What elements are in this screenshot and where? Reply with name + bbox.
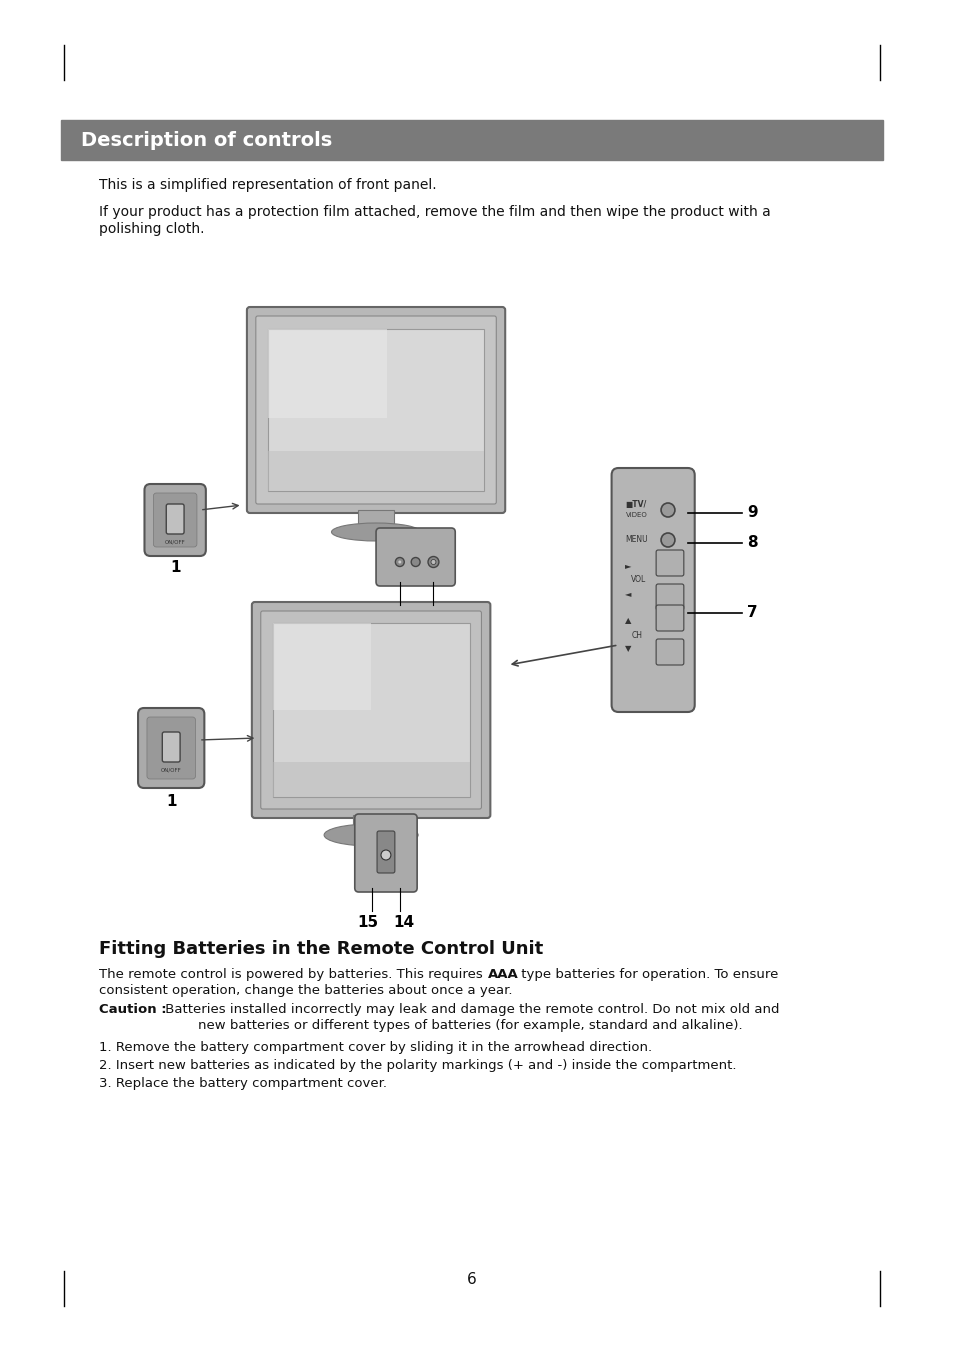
- FancyBboxPatch shape: [166, 504, 184, 534]
- Text: 9: 9: [746, 505, 757, 520]
- FancyBboxPatch shape: [252, 603, 490, 817]
- Ellipse shape: [332, 523, 420, 540]
- Text: Batteries installed incorrectly may leak and damage the remote control. Do not m: Batteries installed incorrectly may leak…: [161, 1002, 779, 1016]
- Text: ON/OFF: ON/OFF: [161, 767, 181, 773]
- Bar: [268, 330, 484, 490]
- FancyBboxPatch shape: [656, 639, 683, 665]
- Bar: [358, 509, 394, 532]
- Bar: [273, 623, 469, 797]
- Ellipse shape: [380, 850, 391, 861]
- Text: 1. Remove the battery compartment cover by sliding it in the arrowhead direction: 1. Remove the battery compartment cover …: [99, 1042, 652, 1054]
- Ellipse shape: [428, 557, 438, 567]
- FancyBboxPatch shape: [375, 528, 455, 586]
- Text: 1: 1: [166, 794, 176, 809]
- Text: ►: ►: [625, 562, 631, 570]
- FancyBboxPatch shape: [656, 584, 683, 611]
- Bar: [61, 120, 882, 159]
- Text: The remote control is powered by batteries. This requires: The remote control is powered by batteri…: [99, 969, 486, 981]
- FancyBboxPatch shape: [656, 605, 683, 631]
- Text: consistent operation, change the batteries about once a year.: consistent operation, change the batteri…: [99, 984, 512, 997]
- Text: Fitting Batteries in the Remote Control Unit: Fitting Batteries in the Remote Control …: [99, 940, 542, 958]
- FancyBboxPatch shape: [255, 316, 496, 504]
- Text: ▲: ▲: [625, 616, 631, 626]
- Text: 8: 8: [746, 535, 757, 550]
- Text: AAA: AAA: [487, 969, 518, 981]
- Text: Caution :: Caution :: [99, 1002, 167, 1016]
- FancyBboxPatch shape: [144, 484, 206, 557]
- FancyBboxPatch shape: [376, 831, 395, 873]
- FancyBboxPatch shape: [656, 550, 683, 576]
- FancyBboxPatch shape: [355, 815, 416, 892]
- Text: 6: 6: [467, 1271, 476, 1286]
- Text: polishing cloth.: polishing cloth.: [99, 222, 204, 236]
- Text: 15: 15: [422, 612, 443, 627]
- Ellipse shape: [411, 558, 419, 566]
- Text: This is a simplified representation of front panel.: This is a simplified representation of f…: [99, 178, 436, 192]
- Text: 15: 15: [357, 915, 378, 929]
- Text: ON/OFF: ON/OFF: [165, 540, 185, 544]
- Text: Description of controls: Description of controls: [81, 131, 332, 150]
- Text: MENU: MENU: [625, 535, 647, 544]
- Text: If your product has a protection film attached, remove the film and then wipe th: If your product has a protection film at…: [99, 205, 770, 219]
- Ellipse shape: [660, 503, 674, 517]
- Bar: [268, 450, 484, 490]
- Ellipse shape: [431, 559, 436, 565]
- FancyBboxPatch shape: [147, 717, 195, 780]
- FancyBboxPatch shape: [162, 732, 180, 762]
- Text: new batteries or different types of batteries (for example, standard and alkalin: new batteries or different types of batt…: [197, 1019, 741, 1032]
- Text: ■TV/: ■TV/: [625, 500, 646, 509]
- Bar: [273, 623, 371, 711]
- Text: 1: 1: [170, 561, 180, 576]
- Text: VIDEO: VIDEO: [625, 512, 646, 517]
- Bar: [273, 762, 469, 797]
- FancyBboxPatch shape: [260, 611, 481, 809]
- Text: 7: 7: [746, 605, 757, 620]
- Text: 2. Insert new batteries as indicated by the polarity markings (+ and -) inside t: 2. Insert new batteries as indicated by …: [99, 1059, 736, 1071]
- Ellipse shape: [398, 561, 401, 563]
- FancyBboxPatch shape: [138, 708, 204, 788]
- Text: ◄: ◄: [625, 589, 631, 598]
- Text: 3. Replace the battery compartment cover.: 3. Replace the battery compartment cover…: [99, 1077, 387, 1090]
- Text: ▼: ▼: [625, 644, 631, 654]
- FancyBboxPatch shape: [247, 307, 505, 513]
- Ellipse shape: [660, 534, 674, 547]
- Bar: [353, 815, 389, 835]
- Text: 14: 14: [393, 915, 414, 929]
- FancyBboxPatch shape: [611, 467, 694, 712]
- FancyBboxPatch shape: [153, 493, 196, 547]
- Text: type batteries for operation. To ensure: type batteries for operation. To ensure: [516, 969, 777, 981]
- Text: 14: 14: [375, 612, 396, 627]
- Text: CH: CH: [631, 631, 641, 639]
- Text: VOL: VOL: [631, 576, 646, 585]
- Bar: [268, 330, 387, 417]
- Ellipse shape: [324, 824, 417, 846]
- Ellipse shape: [395, 558, 404, 566]
